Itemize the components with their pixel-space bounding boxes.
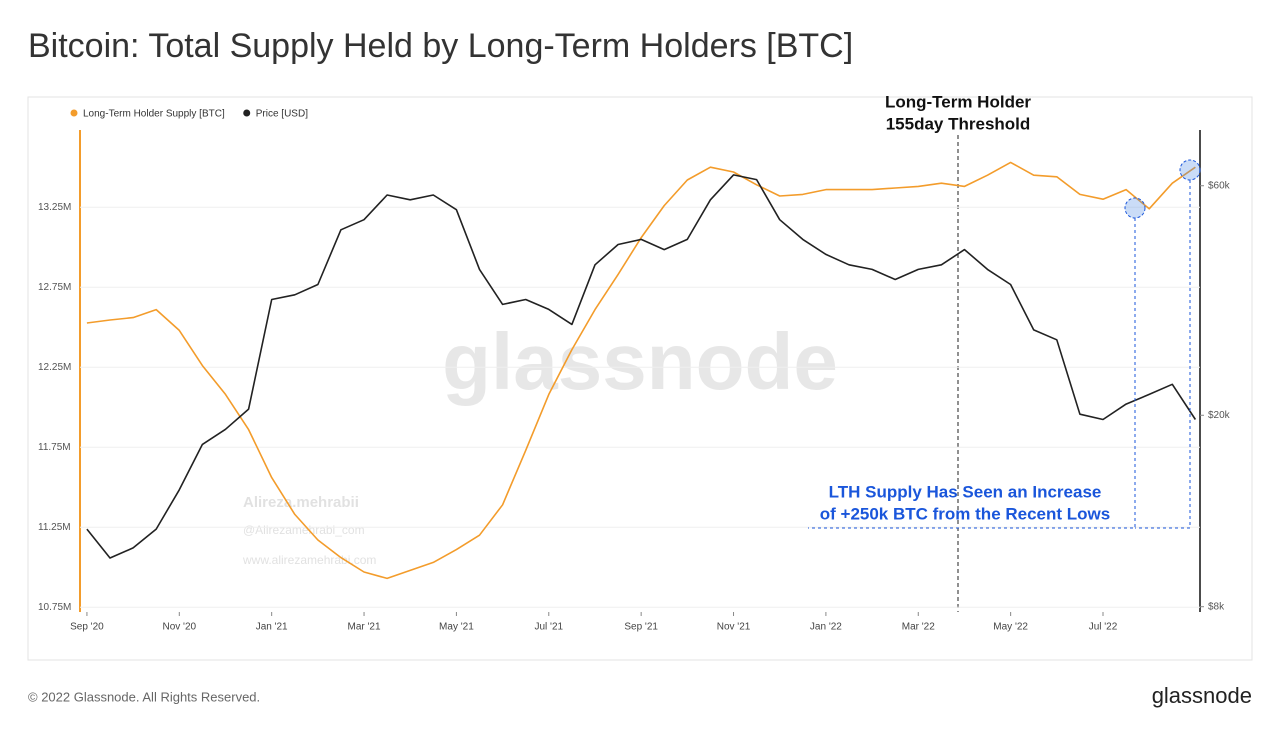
y-tick-label: 13.25M (38, 202, 71, 213)
x-tick-label: Jan '22 (810, 622, 842, 633)
watermark-text: @Alirezamehrabi_com (243, 523, 365, 537)
y-tick-label: 10.75M (38, 602, 71, 613)
legend-swatch (243, 109, 251, 117)
annotation: Long-Term Holder (885, 92, 1031, 111)
y-tick-label: 12.25M (38, 362, 71, 373)
y2-tick-label: $8k (1208, 601, 1225, 612)
series-line (86, 174, 1197, 559)
highlight (808, 159, 1201, 529)
watermark-text: glassnode (442, 317, 838, 406)
legend-label: Price [USD] (256, 109, 308, 120)
y-tick-label: 11.25M (38, 522, 71, 533)
y-tick-label: 11.75M (38, 442, 71, 453)
x-tick-label: Jul '22 (1089, 622, 1118, 633)
chart-frame (27, 96, 1253, 661)
watermark: glassnode Alireza.mehrabii @Alirezamehra… (242, 317, 838, 567)
brand: glassnode (1152, 683, 1252, 708)
highlight-circle (1124, 197, 1146, 219)
x-tick-label: Jul '21 (534, 622, 563, 633)
x-tick-label: Nov '20 (163, 622, 197, 633)
annotation: LTH Supply Has Seen an Increase (829, 482, 1102, 501)
plot (80, 161, 1200, 608)
annotation-box (808, 218, 1136, 529)
y2-tick-label: $20k (1208, 410, 1231, 421)
watermark-text: Alireza.mehrabii (243, 494, 359, 511)
series-line (86, 161, 1196, 580)
x-tick-label: Sep '20 (70, 622, 104, 633)
x-tick-label: Nov '21 (717, 622, 751, 633)
x-tick-label: May '22 (993, 622, 1028, 633)
legend-swatch (70, 109, 78, 117)
highlight-circle (1179, 159, 1201, 181)
legend-label: Long-Term Holder Supply [BTC] (83, 109, 225, 120)
annotation: 155day Threshold (886, 114, 1031, 133)
x-tick-label: Mar '22 (902, 622, 935, 633)
x-tick-label: May '21 (439, 622, 474, 633)
footer: © 2022 Glassnode. All Rights Reserved. (28, 689, 260, 704)
x-tick-label: Jan '21 (256, 622, 288, 633)
x-tick-label: Sep '21 (624, 622, 658, 633)
x-tick-label: Mar '21 (348, 622, 381, 633)
watermark-text: www.alirezamehrabi.com (242, 553, 376, 567)
annotation: of +250k BTC from the Recent Lows (820, 504, 1110, 523)
annotation-box (1135, 180, 1191, 529)
chart-title: Bitcoin: Total Supply Held by Long-Term … (28, 27, 853, 65)
y2-tick-label: $60k (1208, 180, 1231, 191)
y-tick-label: 12.75M (38, 282, 71, 293)
